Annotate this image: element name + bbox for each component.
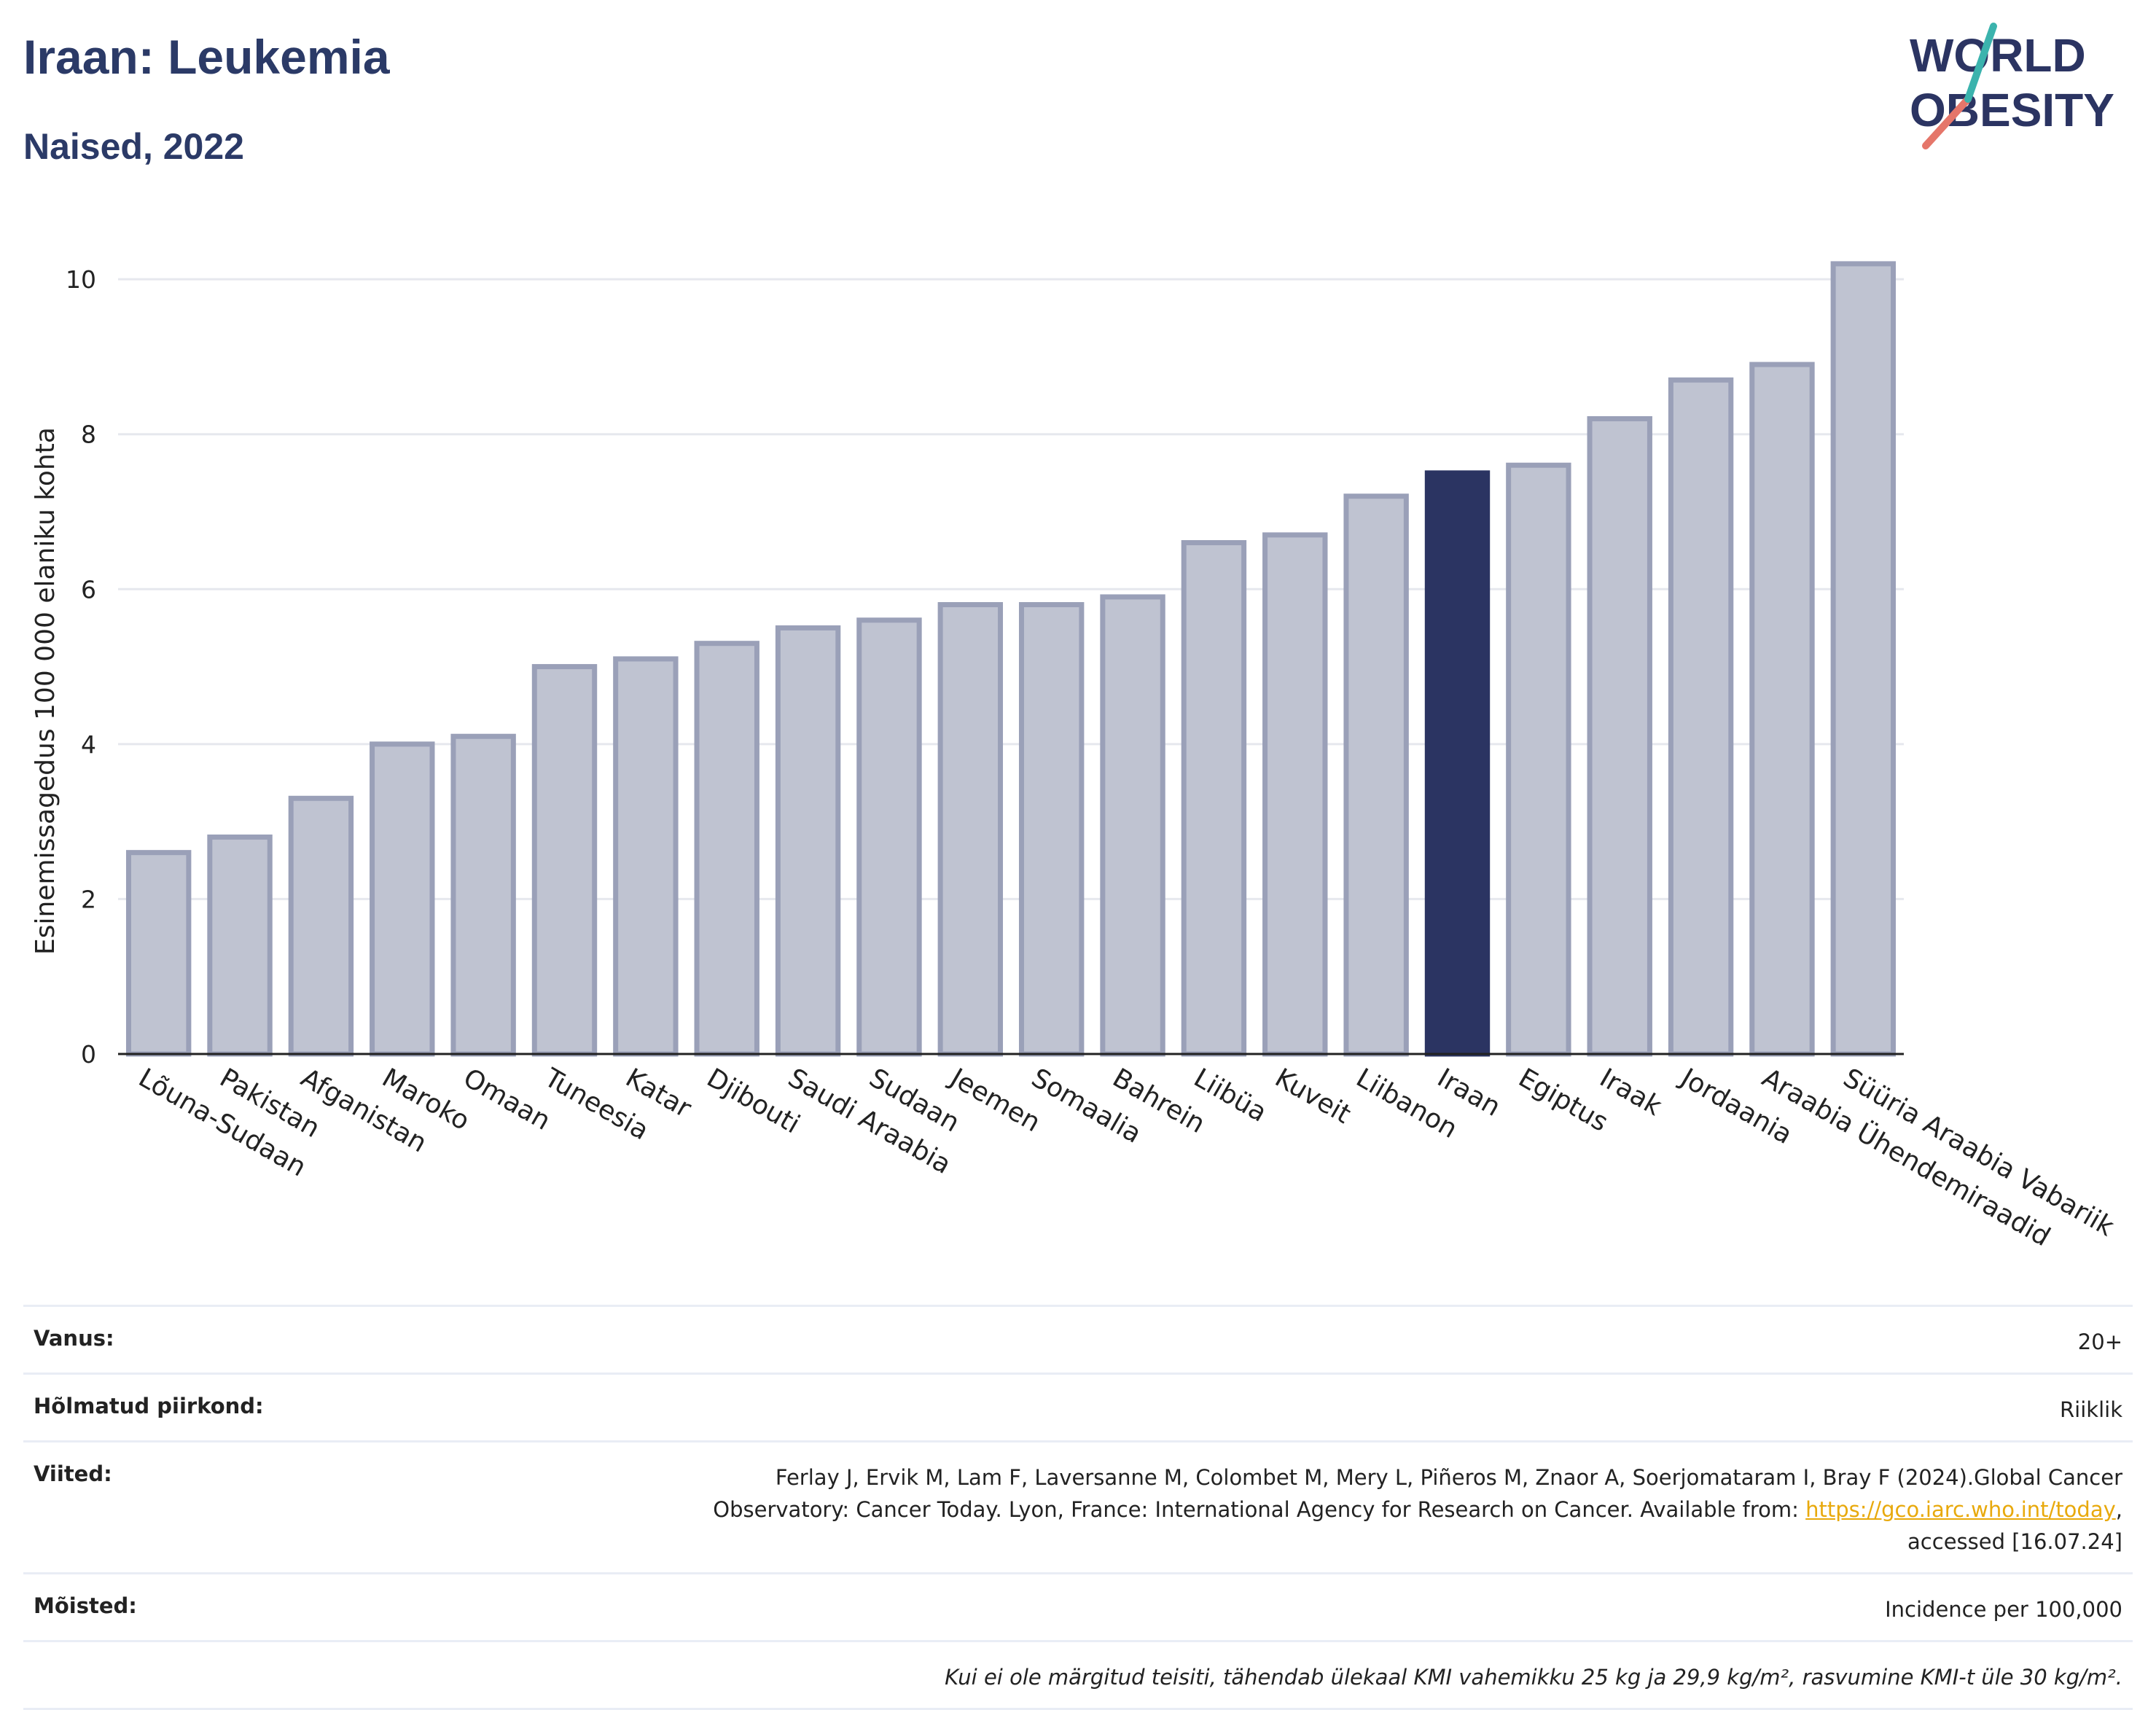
bars (125, 261, 1897, 1057)
region-label: Hõlmatud piirkond: (34, 1394, 264, 1418)
y-tick-label: 8 (81, 421, 96, 449)
world-obesity-logo: WORLD OBESITY (1902, 20, 2143, 152)
metadata-table: Vanus: 20+ Hõlmatud piirkond: Riiklik Vi… (23, 1305, 2133, 1710)
x-tick-label: Omaan (458, 1063, 555, 1136)
bar (370, 741, 435, 1057)
y-axis-ticks: 0 2 4 6 8 10 (66, 265, 96, 1069)
x-tick-label: Jeemen (944, 1062, 1045, 1138)
bar (207, 834, 273, 1057)
bar (1100, 594, 1165, 1057)
bar (1587, 415, 1652, 1057)
bar (450, 733, 516, 1057)
bar (531, 664, 598, 1057)
references-line-2-end: , (2115, 1497, 2122, 1522)
y-tick-label: 2 (81, 885, 96, 913)
bar (1506, 462, 1571, 1057)
bar-chart: 0 2 4 6 8 10 Lõuna-SudaanPakistanAfganistanMa… (31, 261, 2119, 1252)
definitions-value: Incidence per 100,000 (1885, 1597, 2122, 1622)
svg-text:WORLD: WORLD (1910, 29, 2086, 82)
references-link[interactable]: https://gco.iarc.who.int/today (1805, 1497, 2116, 1522)
meta-row-age: Vanus: 20+ (23, 1305, 2133, 1373)
x-tick-label: Kuveit (1270, 1063, 1356, 1130)
bar (125, 850, 192, 1057)
x-tick-label: Djibouti (702, 1063, 805, 1139)
bar (937, 602, 1004, 1057)
meta-row-references: Viited: Ferlay J, Ervik M, Lam F, Lavers… (23, 1440, 2133, 1572)
page-title: Iraan: Leukemia (23, 30, 390, 84)
bar (1262, 532, 1328, 1057)
references-line-2: Observatory: Cancer Today. Lyon, France:… (713, 1497, 1806, 1522)
bar (694, 641, 759, 1057)
x-tick-label: Egiptus (1513, 1063, 1613, 1138)
bar (1668, 377, 1734, 1057)
y-tick-label: 10 (66, 265, 96, 294)
obesity-definition-note: Kui ei ole märgitud teisiti, tähendab ül… (945, 1665, 2122, 1690)
bar (1749, 362, 1815, 1057)
meta-row-region: Hõlmatud piirkond: Riiklik (23, 1373, 2133, 1440)
bar (613, 656, 679, 1057)
bar (1343, 493, 1409, 1057)
x-axis-ticks: Lõuna-SudaanPakistanAfganistanMarokoOmaa… (133, 1062, 2119, 1252)
definitions-label: Mõisted: (34, 1593, 137, 1618)
bar (1181, 540, 1247, 1057)
references-value: Ferlay J, Ervik M, Lam F, Laversanne M, … (713, 1461, 2122, 1558)
y-tick-label: 4 (81, 730, 96, 759)
meta-row-definitions: Mõisted: Incidence per 100,000 (23, 1572, 2133, 1640)
age-value: 20+ (2077, 1330, 2122, 1354)
references-line-3: accessed [16.07.24] (1907, 1529, 2122, 1554)
y-tick-label: 0 (81, 1040, 96, 1069)
meta-row-note: Kui ei ole märgitud teisiti, tähendab ül… (23, 1640, 2133, 1710)
references-label: Viited: (34, 1461, 112, 1486)
age-label: Vanus: (34, 1326, 114, 1351)
page-subtitle: Naised, 2022 (23, 126, 244, 167)
region-value: Riiklik (2060, 1397, 2122, 1422)
bar (1018, 602, 1085, 1057)
y-tick-label: 6 (81, 575, 96, 604)
bar-highlighted (1424, 470, 1491, 1057)
bar (775, 625, 841, 1057)
bar (856, 617, 922, 1057)
y-axis-label: Esinemissagedus 100 000 elaniku kohta (31, 427, 60, 955)
references-line-1: Ferlay J, Ervik M, Lam F, Laversanne M, … (775, 1465, 2122, 1490)
bar (288, 795, 354, 1057)
bar (1830, 261, 1897, 1057)
